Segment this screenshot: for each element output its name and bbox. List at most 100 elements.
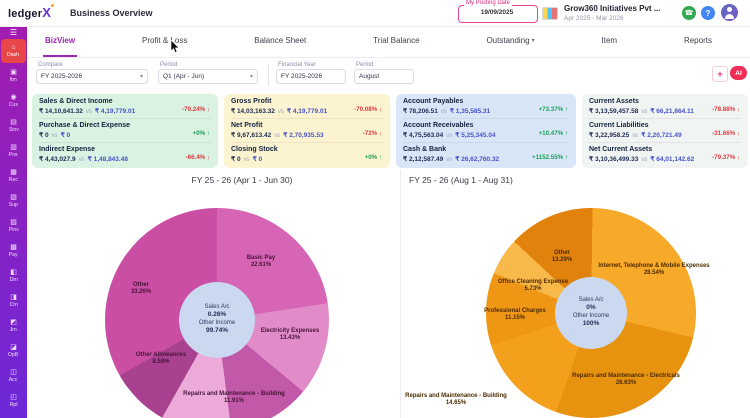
logo-text: ledger (8, 8, 43, 20)
tab-profit-and-loss[interactable]: Profit & Loss (141, 36, 188, 45)
phone-support-button[interactable]: ☎ (682, 6, 696, 20)
tab-item[interactable]: Item (601, 36, 618, 45)
arrow-up-icon: ↑ (564, 154, 568, 161)
logo-mark: X (42, 5, 52, 20)
help-button[interactable]: ? (701, 6, 715, 20)
compare-select[interactable]: FY 2025-2026 ▾ (36, 69, 148, 84)
app-logo[interactable]: ledgerX (8, 5, 51, 20)
kpi-gross-profit[interactable]: Gross Profit ₹ 14,03,163.32 vs ₹ 4,19,779.… (231, 95, 383, 119)
sidebar-item-customers[interactable]: ◉ Cus (8, 94, 19, 108)
tab-reports[interactable]: Reports (683, 36, 712, 45)
kpi-panel-assets-liabilities: Current Assets ₹ 3,13,59,457.58 vs ₹ 66,21… (582, 94, 748, 168)
sidebar-item-accounts[interactable]: ◫ Acc (9, 369, 18, 383)
sidebar-item-receipts[interactable]: ▦ Rec (8, 169, 19, 183)
financial-year-select[interactable]: FY 2025-2026 (276, 69, 346, 84)
kpi-purchase-direct-expense[interactable]: Purchase & Direct Expense ₹ 0 vs ₹ 0 +0% ↑ (39, 119, 211, 143)
chevron-down-icon: ▾ (531, 38, 535, 44)
kpi-change-badge: -72% ↓ (362, 130, 382, 137)
journal-icon: ◩ (10, 319, 17, 326)
pie-center-summary: Sales A/c 0% Other Income 100% (555, 277, 627, 349)
kpi-current-liabilities[interactable]: Current Liabilities ₹ 3,22,958.25 vs ₹ 2,2… (589, 119, 741, 143)
tab-bizview[interactable]: BizView (43, 26, 78, 57)
sidebar-item-opening-balance[interactable]: ◪ OpB (8, 344, 19, 358)
kpi-change-badge: +10.47% ↑ (538, 130, 568, 137)
kpi-change-badge: +1152.55% ↑ (532, 154, 568, 161)
sidebar-item-pos[interactable]: ▥ Pos (9, 144, 18, 158)
arrow-down-icon: ↓ (206, 106, 210, 113)
receipts-icon: ▦ (10, 169, 17, 176)
slice-label-internet-telephone: Internet, Telephone & Mobile Expenses 28.… (598, 263, 710, 276)
pie-center-summary: Sales A/c 0.26% Other Income 99.74% (179, 282, 255, 358)
kpi-indirect-expense[interactable]: Indirect Expense ₹ 4,43,027.9 vs ₹ 1,48,84… (39, 146, 210, 163)
kpi-panel-income-expense: Sales & Direct Income ₹ 14,10,641.32 vs ₹ … (32, 94, 218, 168)
sidebar-item-journal[interactable]: ◩ Jrn (9, 319, 18, 333)
sidebar-item-suppliers[interactable]: ▧ Sup (8, 194, 19, 208)
company-name[interactable]: Grow360 Initiatives Pvt ... (564, 4, 661, 13)
compare-filter-label: Compare (38, 62, 63, 68)
kpi-change-badge: +0% ↑ (364, 154, 382, 161)
menu-icon[interactable]: ☰ (9, 28, 18, 37)
customers-icon: ◉ (10, 94, 17, 101)
slice-label-other: Other 33.26% (130, 282, 152, 295)
ai-assistant-badge[interactable]: AI (730, 66, 747, 80)
expense-pie-chart-q1: FY 25 - 26 (Apr 1 - Jun 30) Sales A/c 0.… (27, 170, 400, 418)
kpi-change-badge: -79.37% ↓ (712, 154, 740, 161)
help-icon: ? (705, 8, 711, 18)
arrow-down-icon: ↓ (736, 130, 740, 137)
reports-icon: ◰ (10, 394, 17, 401)
kpi-net-current-assets[interactable]: Net Current Assets ₹ 3,10,36,499.33 vs ₹ 6… (589, 146, 740, 163)
kpi-change-badge: +0% ↑ (192, 130, 210, 137)
arrow-up-icon: ↑ (378, 154, 382, 161)
arrow-down-icon: ↓ (736, 154, 740, 161)
sidebar-item-credit-note[interactable]: ◨ Crn (9, 294, 18, 308)
financial-year-label: Financial Year (278, 62, 316, 68)
user-avatar[interactable] (721, 4, 738, 21)
kpi-closing-stock[interactable]: Closing Stock ₹ 0 vs ₹ 0 +0% ↑ (231, 146, 382, 163)
plus-icon: + (717, 69, 723, 79)
period-select[interactable]: Q1 (Apr - Jun) ▾ (158, 69, 258, 84)
arrow-down-icon: ↓ (378, 106, 382, 113)
sidebar-item-items[interactable]: ▣ Itm (9, 69, 18, 83)
slice-label-repairs-building: Repairs and Maintenance - Building 14.65% (405, 393, 507, 406)
sidebar-item-sales-invoice[interactable]: ▤ Sinv (8, 119, 19, 133)
kpi-current-assets[interactable]: Current Assets ₹ 3,13,59,457.58 vs ₹ 66,21… (589, 95, 741, 119)
sidebar-item-payments[interactable]: ▩ Pay (9, 244, 18, 258)
slice-label-professional-charges: Professional Charges 11.15% (484, 308, 546, 321)
slice-label-other-allowances: Other Allowances 8.59% (135, 352, 187, 365)
sidebar-item-reports[interactable]: ◰ Rpt (9, 394, 18, 408)
month-period-label: Period (356, 62, 374, 68)
month-period-select[interactable]: August (354, 69, 414, 84)
debit-note-icon: ◧ (10, 269, 17, 276)
add-widget-button[interactable]: + (712, 66, 728, 82)
pos-icon: ▥ (10, 144, 17, 151)
kpi-sales-direct-income[interactable]: Sales & Direct Income ₹ 14,10,641.32 vs ₹ … (39, 95, 211, 119)
arrow-up-icon: ↑ (564, 106, 568, 113)
posting-date-value[interactable]: 19/09/2025 (480, 9, 514, 16)
kpi-current-value: ₹ 14,10,641.32 (39, 108, 83, 115)
slice-label-office-cleaning: Office Cleaning Expense 5.73% (497, 279, 569, 292)
sidebar-item-debit-note[interactable]: ◧ Drn (9, 269, 18, 283)
payments-icon: ▩ (10, 244, 17, 251)
kpi-account-receivables[interactable]: Account Receivables ₹ 4,75,563.04 vs ₹ 5,2… (403, 119, 569, 143)
chevron-down-icon: ▾ (249, 74, 253, 80)
filter-divider (268, 64, 269, 86)
slice-label-other: Other 13.29% (551, 250, 573, 263)
sidebar-item-purchase-invoice[interactable]: ▨ Pinv (8, 219, 19, 233)
company-card-icon[interactable] (542, 7, 558, 20)
tab-outstanding[interactable]: Outstanding ▾ (486, 36, 535, 45)
sidebar-item-dashboard[interactable]: ⌂ Dash (1, 39, 26, 63)
kpi-change-badge: +73.37% ↑ (538, 106, 568, 113)
kpi-change-badge: -66.4% ↓ (185, 154, 210, 161)
kpi-net-profit[interactable]: Net Profit ₹ 9,67,613.42 vs ₹ 2,70,935.53 … (231, 119, 383, 143)
chart-title: FY 25 - 26 (Apr 1 - Jun 30) (191, 175, 293, 185)
kpi-account-payables[interactable]: Account Payables ₹ 78,206.51 vs ₹ 1,35,585… (403, 95, 569, 119)
slice-label-repairs-building: Repairs and Maintenance - Building 11.91% (183, 391, 285, 404)
kpi-panel-payables-receivables: Account Payables ₹ 78,206.51 vs ₹ 1,35,585… (396, 94, 576, 168)
tab-trial-balance[interactable]: Trial Balance (373, 36, 420, 45)
kpi-change-badge: -78.88% ↓ (712, 106, 740, 113)
tab-balance-sheet[interactable]: Balance Sheet (254, 36, 307, 45)
slice-label-basic-pay: Basic Pay 22.61% (246, 255, 276, 268)
kpi-cash-and-bank[interactable]: Cash & Bank ₹ 2,12,587.49 vs ₹ 26,62,760.3… (403, 146, 568, 163)
slice-label-repairs-electricals: Repairs and Maintenance - Electricals 26.… (572, 373, 680, 386)
